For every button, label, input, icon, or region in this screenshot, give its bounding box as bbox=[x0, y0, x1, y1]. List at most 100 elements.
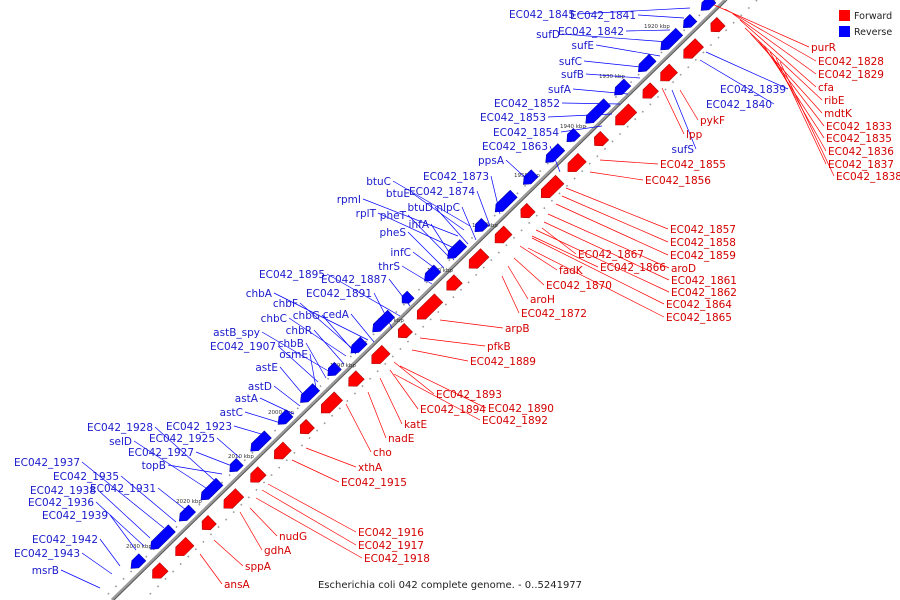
forward-leader-line bbox=[541, 227, 577, 255]
forward-leader-line bbox=[261, 489, 357, 546]
forward-gene-label: EC042_1894 bbox=[420, 404, 486, 416]
reverse-gene-label: astE bbox=[255, 362, 278, 374]
forward-leader-line bbox=[419, 337, 486, 347]
reverse-gene-label: msrB bbox=[32, 565, 59, 577]
reverse-gene-label: sufS bbox=[672, 144, 695, 156]
reverse-leader-line bbox=[561, 102, 621, 105]
reverse-gene-24 bbox=[150, 524, 176, 550]
forward-gene-9-shape bbox=[520, 203, 536, 219]
reverse-gene-label: btuD bbox=[407, 202, 433, 214]
forward-gene-label: gdhA bbox=[264, 545, 292, 557]
forward-gene-label: EC042_1861 bbox=[671, 275, 737, 287]
reverse-gene-label: rplT bbox=[356, 208, 377, 220]
kbp-tick-label: 1970 kbp bbox=[427, 268, 453, 274]
forward-leader-line bbox=[779, 61, 835, 177]
forward-gene-label: EC042_1889 bbox=[470, 356, 536, 368]
forward-leader-line bbox=[239, 511, 263, 551]
forward-gene-label: EC042_1916 bbox=[358, 527, 424, 539]
forward-gene-label: EC042_1828 bbox=[818, 56, 884, 68]
reverse-leader-line bbox=[157, 487, 187, 511]
reverse-gene-label: btuE bbox=[386, 188, 410, 200]
reverse-leader-line bbox=[109, 514, 137, 551]
reverse-gene-17 bbox=[327, 362, 342, 377]
forward-gene-label: EC042_1858 bbox=[670, 237, 736, 249]
forward-gene-8 bbox=[540, 174, 565, 199]
reverse-leader-line bbox=[81, 461, 165, 529]
forward-gene-20-shape bbox=[250, 466, 267, 483]
reverse-gene-23-shape bbox=[178, 504, 196, 522]
reverse-leader-line bbox=[434, 206, 469, 245]
reverse-gene-label: EC042_1863 bbox=[482, 141, 548, 153]
forward-leader-line bbox=[561, 195, 669, 243]
forward-leader-line bbox=[507, 265, 529, 300]
reverse-gene-label: nlpC bbox=[436, 202, 460, 214]
forward-gene-2-shape bbox=[683, 38, 704, 59]
reverse-gene-11-shape bbox=[474, 218, 489, 233]
reverse-gene-18 bbox=[300, 383, 321, 403]
reverse-gene-label: chbA bbox=[246, 288, 273, 300]
legend: Forward Reverse bbox=[839, 10, 892, 38]
forward-gene-10 bbox=[494, 225, 513, 244]
forward-gene-22-shape bbox=[201, 515, 217, 531]
forward-gene-6-shape bbox=[594, 131, 610, 147]
forward-gene-label: EC042_1865 bbox=[666, 312, 732, 324]
reverse-gene-1 bbox=[700, 0, 717, 11]
reverse-gene-18-shape bbox=[300, 383, 321, 403]
reverse-gene-label: EC042_1873 bbox=[423, 171, 489, 183]
forward-gene-9 bbox=[520, 203, 536, 219]
reverse-gene-15 bbox=[372, 309, 395, 333]
reverse-gene-16-shape bbox=[350, 336, 368, 354]
reverse-gene-14-shape bbox=[401, 290, 415, 304]
reverse-gene-15-shape bbox=[372, 309, 395, 333]
reverse-leader-line bbox=[288, 317, 347, 357]
reverse-gene-9-shape bbox=[522, 169, 539, 185]
forward-gene-15 bbox=[371, 344, 391, 364]
forward-gene-14-shape bbox=[397, 323, 413, 339]
forward-gene-4-shape bbox=[642, 82, 659, 99]
forward-gene-8-shape bbox=[540, 174, 565, 199]
reverse-leader-line bbox=[326, 273, 401, 317]
reverse-gene-label: sufE bbox=[572, 40, 594, 52]
reverse-gene-label: sufB bbox=[561, 69, 584, 81]
reverse-gene-label: pheT bbox=[380, 210, 407, 222]
reverse-leader-line bbox=[476, 190, 491, 227]
forward-gene-16-shape bbox=[348, 370, 365, 387]
forward-gene-16 bbox=[348, 370, 365, 387]
forward-gene-label: ansA bbox=[224, 579, 251, 591]
reverse-gene-1-shape bbox=[700, 0, 717, 11]
forward-leader-line bbox=[769, 51, 827, 152]
forward-gene-label: fadK bbox=[559, 265, 584, 277]
forward-leader-line bbox=[775, 57, 827, 165]
forward-gene-label: EC042_1856 bbox=[645, 175, 711, 187]
reverse-gene-label: sufC bbox=[559, 56, 582, 68]
reverse-leader-line bbox=[461, 206, 477, 241]
reverse-gene-label: sufA bbox=[548, 84, 572, 96]
forward-gene-label: xthA bbox=[358, 462, 383, 474]
reverse-gene-20 bbox=[250, 430, 272, 452]
kbp-tick-label: 1930 kbp bbox=[599, 74, 625, 80]
reverse-gene-label: osmE bbox=[279, 349, 308, 361]
reverse-leader-line bbox=[407, 231, 445, 269]
forward-leader-line bbox=[439, 319, 504, 329]
forward-leader-line bbox=[565, 187, 669, 230]
reverse-gene-21-shape bbox=[229, 458, 244, 473]
kbp-tick-label: 1940 kbp bbox=[560, 124, 586, 130]
reverse-gene-label: astA bbox=[235, 393, 259, 405]
reverse-leader-line bbox=[671, 89, 697, 150]
reverse-gene-label: EC042_1943 bbox=[14, 548, 80, 560]
forward-gene-label: EC042_1918 bbox=[364, 553, 430, 565]
forward-leader-line bbox=[249, 507, 278, 537]
forward-leader-line bbox=[739, 19, 817, 88]
reverse-leader-line bbox=[133, 440, 207, 489]
reverse-gene-label: EC042_1925 bbox=[149, 433, 215, 445]
legend-reverse-swatch bbox=[839, 26, 850, 37]
forward-gene-5-shape bbox=[615, 103, 638, 126]
reverse-gene-label: EC042_1842 bbox=[558, 26, 624, 38]
forward-leader-line bbox=[267, 483, 357, 533]
reverse-leader-line bbox=[637, 14, 685, 19]
reverse-gene-label: EC042_1931 bbox=[90, 483, 156, 495]
reverse-gene-label: topB bbox=[142, 460, 166, 472]
forward-gene-label: EC042_1872 bbox=[521, 308, 587, 320]
reverse-gene-6 bbox=[585, 98, 611, 124]
forward-leader-line bbox=[757, 39, 825, 127]
